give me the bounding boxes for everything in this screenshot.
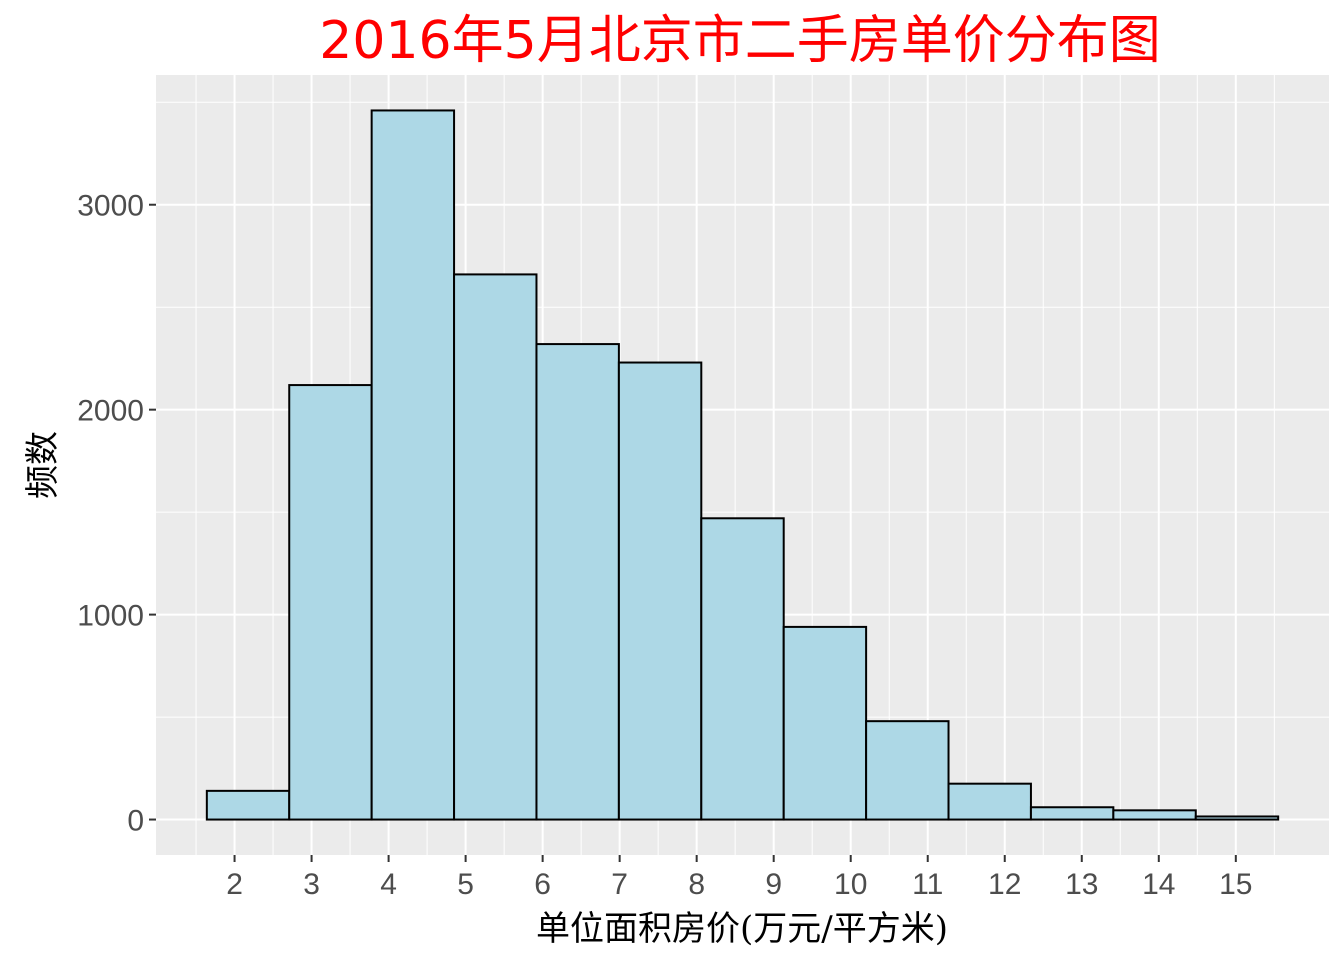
x-tick-label: 3: [303, 868, 320, 901]
y-tick-label: 1000: [77, 600, 144, 633]
y-axis-ticks: 0 1000 2000 3000: [77, 190, 156, 838]
histogram-bar: [205, 789, 291, 821]
chart-title: 2016年5月北京市二手房单价分布图: [319, 11, 1160, 71]
histogram-bars: [205, 109, 1280, 821]
y-tick-label: 0: [127, 805, 144, 838]
histogram-bar: [617, 361, 703, 821]
x-tick-label: 11: [912, 868, 943, 901]
histogram-bar: [947, 782, 1032, 821]
x-tick-label: 13: [1065, 868, 1098, 901]
x-tick-label: 6: [534, 868, 551, 901]
histogram-bar: [700, 517, 785, 821]
histogram-bar: [288, 384, 373, 821]
x-tick-label: 5: [457, 868, 474, 901]
histogram-bar: [535, 343, 620, 821]
histogram-bar: [1112, 809, 1197, 821]
x-tick-label: 2: [226, 868, 243, 901]
x-tick-label: 9: [765, 868, 782, 901]
y-axis-label: 频数: [23, 431, 63, 499]
x-tick-label: 14: [1142, 868, 1175, 901]
histogram-bar: [1194, 815, 1280, 821]
histogram-bar: [1029, 806, 1115, 821]
x-tick-label: 7: [611, 868, 628, 901]
histogram-bar: [370, 109, 456, 821]
x-tick-label: 15: [1219, 868, 1252, 901]
y-tick-label: 2000: [77, 395, 144, 428]
histogram-bar: [782, 625, 868, 821]
x-axis-label: 单位面积房价(万元/平方米): [536, 909, 948, 949]
x-axis-ticks: 2 3 4 5 6 7 8 9 10 11 12 13 14 15: [226, 855, 1252, 901]
x-tick-label: 8: [688, 868, 705, 901]
histogram-bar: [865, 720, 950, 821]
y-tick-label: 3000: [77, 190, 144, 223]
x-tick-label: 4: [380, 868, 397, 901]
x-tick-label: 10: [834, 868, 867, 901]
histogram-bar: [453, 273, 538, 821]
x-tick-label: 12: [988, 868, 1021, 901]
